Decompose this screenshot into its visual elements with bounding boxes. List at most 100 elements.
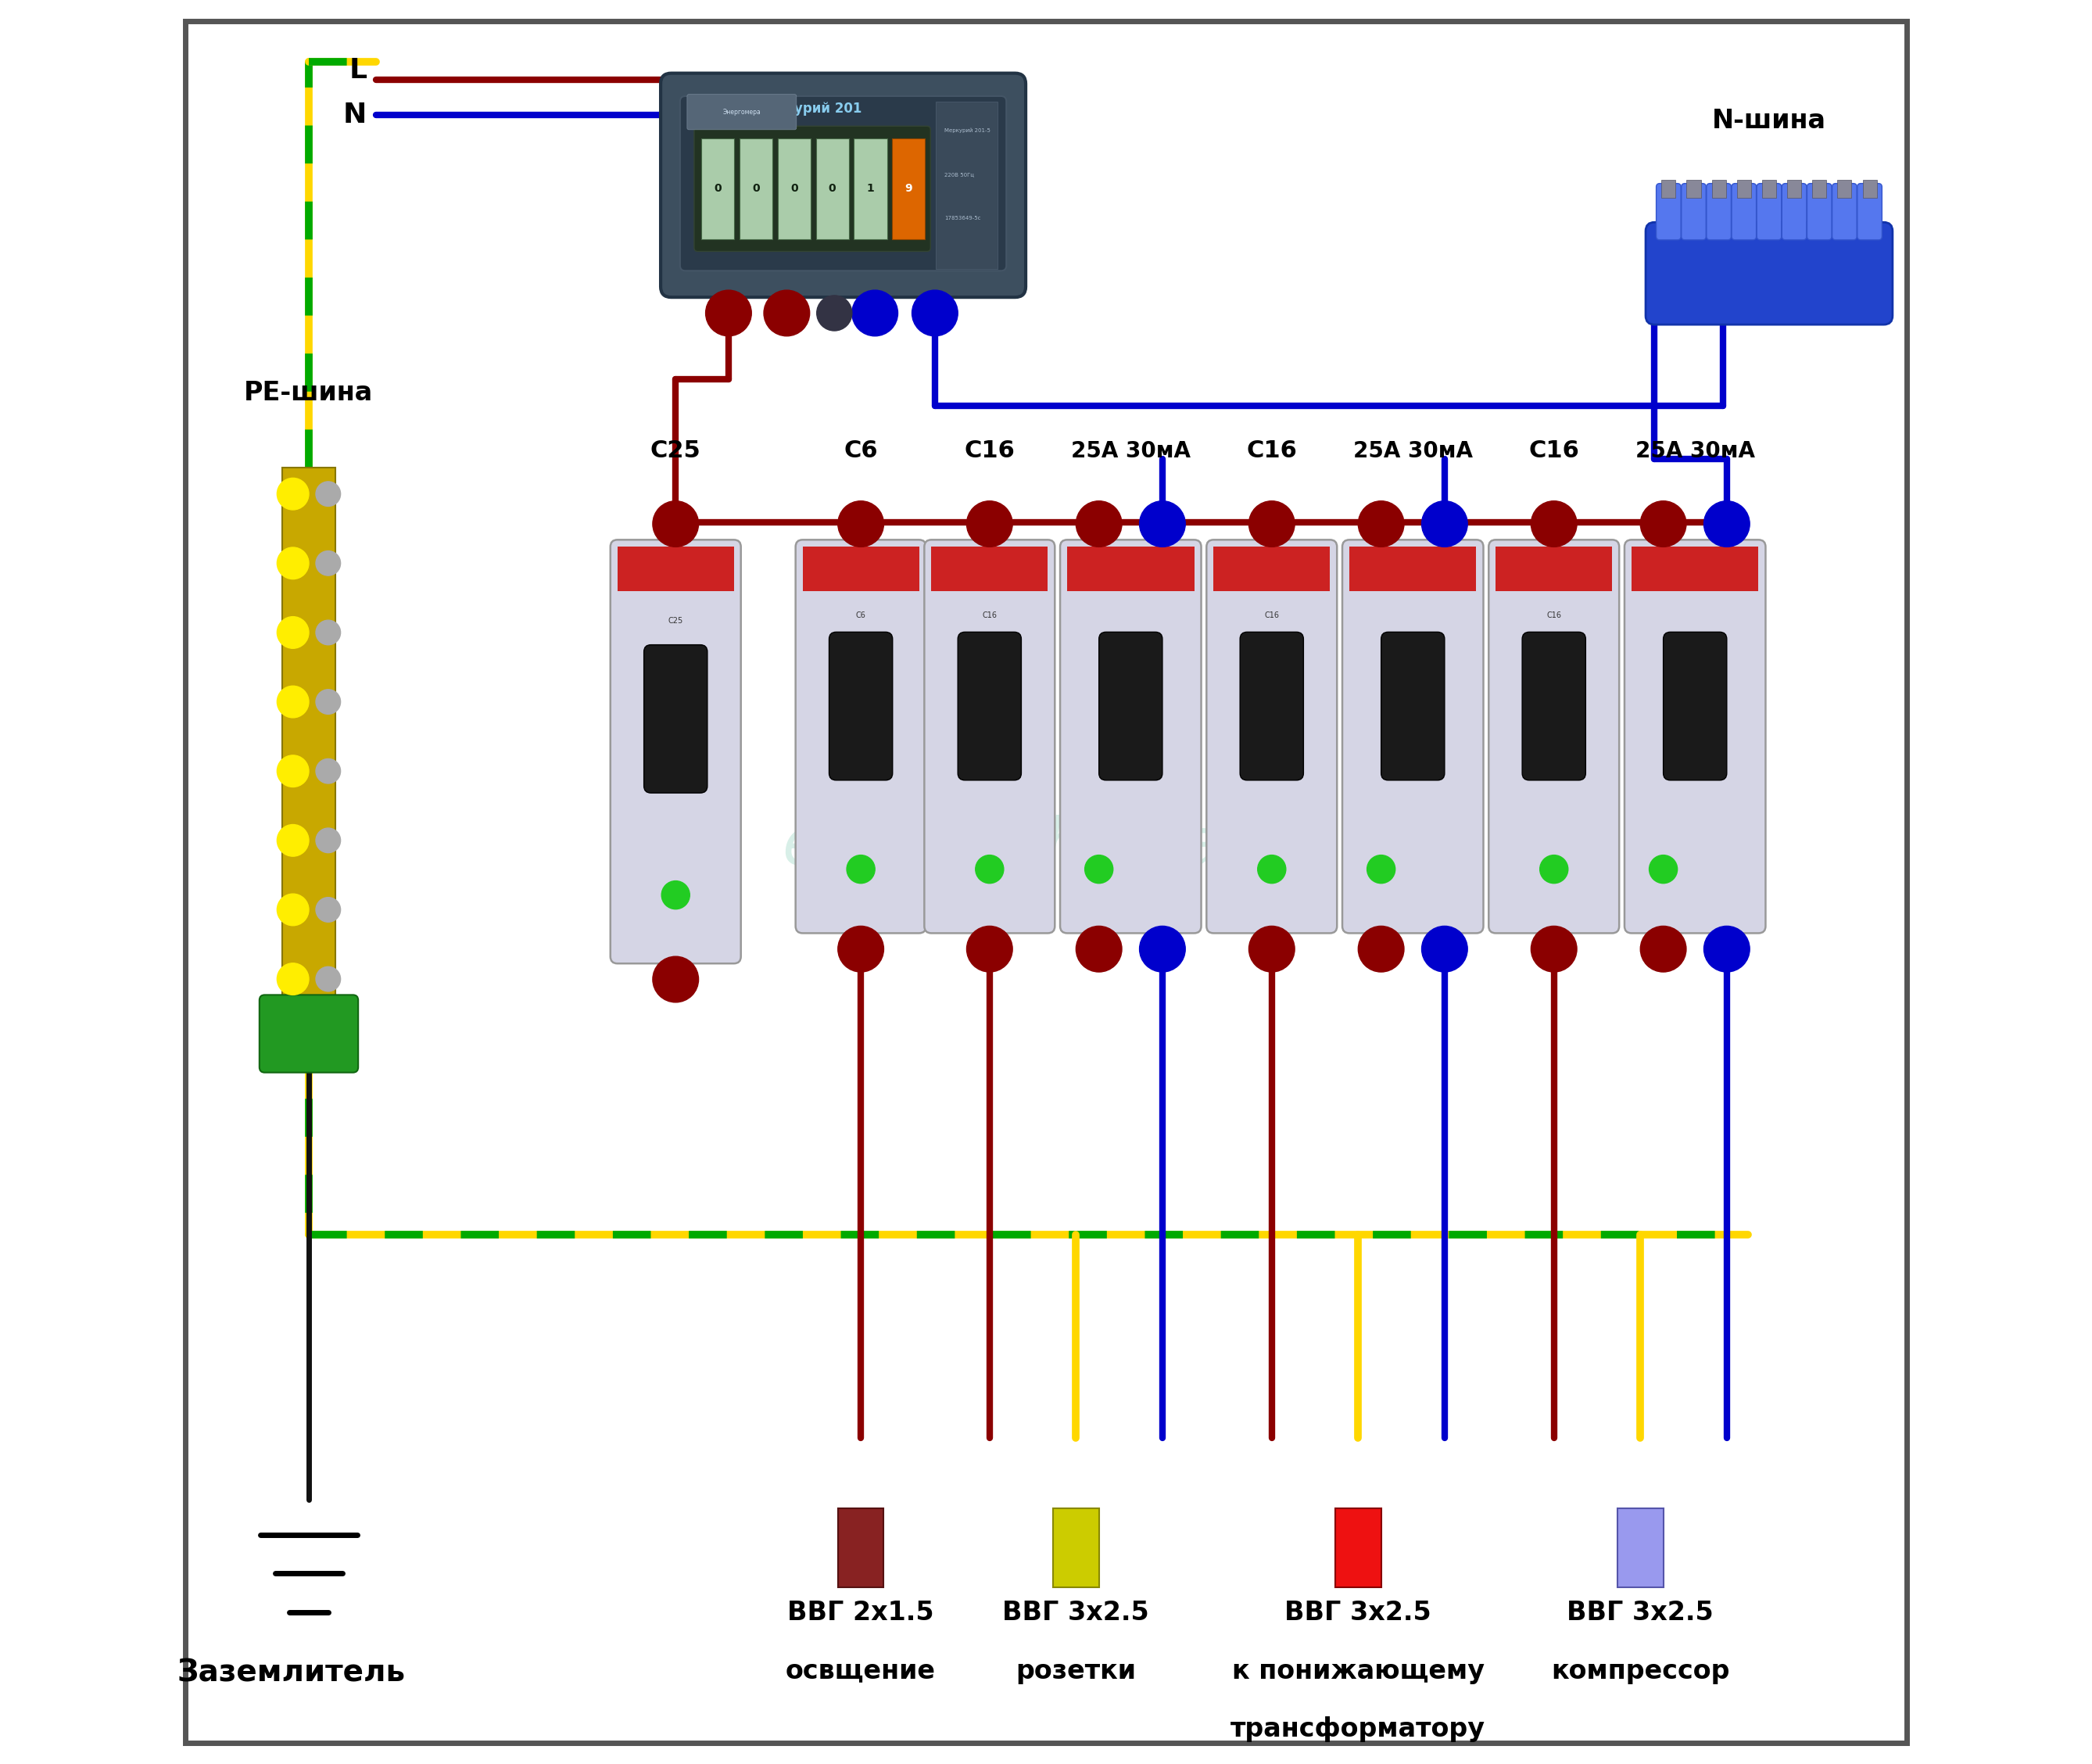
- Text: 220В 50Гц: 220В 50Гц: [946, 173, 975, 176]
- Text: 0: 0: [828, 183, 837, 194]
- Circle shape: [276, 894, 310, 926]
- FancyBboxPatch shape: [1061, 540, 1201, 933]
- Text: ВВГ 2х1.5: ВВГ 2х1.5: [787, 1600, 935, 1626]
- Text: 0: 0: [791, 183, 797, 194]
- FancyBboxPatch shape: [1098, 632, 1163, 780]
- FancyBboxPatch shape: [1343, 540, 1483, 933]
- Text: С16: С16: [1247, 439, 1297, 462]
- FancyBboxPatch shape: [1632, 547, 1759, 591]
- Circle shape: [276, 547, 310, 579]
- Bar: [1787, 180, 1801, 198]
- Circle shape: [276, 824, 310, 856]
- FancyBboxPatch shape: [695, 125, 931, 252]
- FancyBboxPatch shape: [617, 547, 734, 591]
- Text: N: N: [343, 101, 366, 129]
- Circle shape: [1257, 856, 1287, 884]
- Circle shape: [653, 956, 699, 1002]
- Circle shape: [1540, 856, 1569, 884]
- Circle shape: [316, 967, 341, 991]
- Text: Заземлитель: Заземлитель: [178, 1658, 406, 1688]
- Circle shape: [967, 926, 1013, 972]
- FancyBboxPatch shape: [1490, 540, 1619, 933]
- Circle shape: [816, 296, 851, 332]
- Text: С16: С16: [964, 439, 1015, 462]
- Bar: [778, 138, 810, 238]
- Circle shape: [1640, 926, 1686, 972]
- FancyBboxPatch shape: [1381, 632, 1446, 780]
- FancyBboxPatch shape: [1663, 632, 1726, 780]
- Text: Меркурий 201-5: Меркурий 201-5: [946, 129, 992, 132]
- Text: С16: С16: [981, 610, 998, 619]
- Bar: [1862, 180, 1877, 198]
- Circle shape: [1140, 926, 1186, 972]
- Text: компрессор: компрессор: [1550, 1658, 1730, 1685]
- Text: ВВГ 3х2.5: ВВГ 3х2.5: [1284, 1600, 1431, 1626]
- Circle shape: [653, 501, 699, 547]
- FancyBboxPatch shape: [925, 540, 1054, 933]
- Circle shape: [316, 690, 341, 714]
- FancyBboxPatch shape: [958, 632, 1021, 780]
- Circle shape: [1249, 926, 1295, 972]
- Circle shape: [839, 501, 883, 547]
- FancyBboxPatch shape: [931, 547, 1048, 591]
- Bar: [1335, 1508, 1381, 1588]
- Bar: [1711, 180, 1726, 198]
- Bar: [738, 138, 772, 238]
- Bar: [1686, 180, 1701, 198]
- FancyBboxPatch shape: [1349, 547, 1477, 591]
- Circle shape: [661, 880, 690, 908]
- Bar: [935, 102, 998, 268]
- Text: С6: С6: [856, 610, 866, 619]
- FancyBboxPatch shape: [1067, 547, 1195, 591]
- Circle shape: [912, 291, 958, 335]
- Circle shape: [847, 856, 874, 884]
- Circle shape: [851, 291, 897, 335]
- FancyBboxPatch shape: [680, 95, 1006, 270]
- Circle shape: [1531, 501, 1577, 547]
- FancyBboxPatch shape: [644, 646, 707, 794]
- Circle shape: [1140, 501, 1186, 547]
- Text: РЕ-шина: РЕ-шина: [245, 379, 372, 406]
- Bar: [1812, 180, 1826, 198]
- Circle shape: [1703, 926, 1749, 972]
- Bar: [282, 467, 335, 1023]
- Circle shape: [1358, 926, 1404, 972]
- Circle shape: [1531, 926, 1577, 972]
- Text: L: L: [349, 56, 366, 85]
- Text: С16: С16: [1546, 610, 1561, 619]
- Circle shape: [1086, 856, 1113, 884]
- Bar: [701, 138, 734, 238]
- Bar: [1052, 1508, 1098, 1588]
- Circle shape: [276, 963, 310, 995]
- FancyBboxPatch shape: [1782, 183, 1807, 240]
- FancyBboxPatch shape: [259, 995, 358, 1073]
- Text: Меркурий 201: Меркурий 201: [755, 101, 862, 115]
- Text: 1: 1: [866, 183, 874, 194]
- FancyBboxPatch shape: [1682, 183, 1707, 240]
- Text: 25А 30мА: 25А 30мА: [1354, 441, 1473, 462]
- FancyBboxPatch shape: [1496, 547, 1613, 591]
- Circle shape: [1640, 501, 1686, 547]
- Circle shape: [316, 759, 341, 783]
- Text: N-шина: N-шина: [1711, 108, 1826, 134]
- Circle shape: [316, 898, 341, 923]
- Circle shape: [1648, 856, 1678, 884]
- Text: elektroshkola.ru: elektroshkola.ru: [782, 815, 1310, 878]
- Text: С16: С16: [1529, 439, 1579, 462]
- Circle shape: [316, 550, 341, 575]
- Circle shape: [276, 686, 310, 718]
- Circle shape: [1358, 501, 1404, 547]
- Bar: [1617, 1508, 1663, 1588]
- FancyBboxPatch shape: [1241, 632, 1303, 780]
- FancyBboxPatch shape: [1523, 632, 1586, 780]
- Circle shape: [316, 827, 341, 852]
- Bar: [816, 138, 849, 238]
- Text: С25: С25: [667, 617, 684, 624]
- Circle shape: [967, 501, 1013, 547]
- FancyBboxPatch shape: [611, 540, 741, 963]
- Circle shape: [276, 478, 310, 510]
- Text: освщение: освщение: [787, 1658, 935, 1685]
- Text: ВВГ 3х2.5: ВВГ 3х2.5: [1002, 1600, 1149, 1626]
- FancyBboxPatch shape: [1207, 540, 1337, 933]
- Text: 0: 0: [713, 183, 722, 194]
